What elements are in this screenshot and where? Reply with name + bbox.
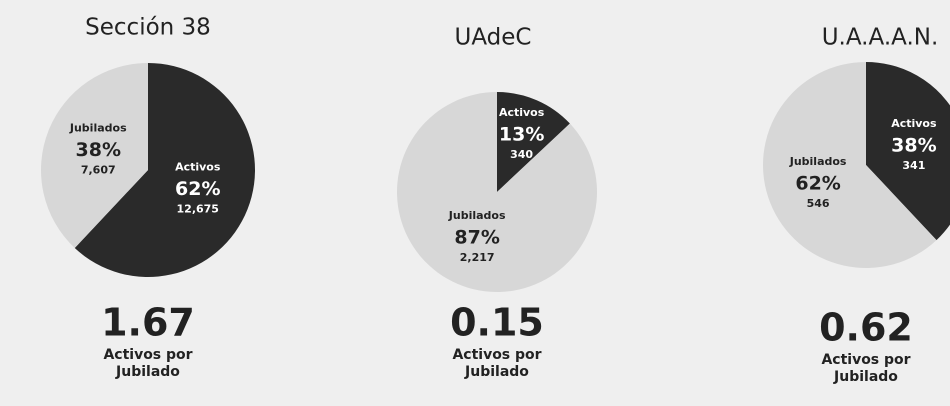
chart-title: Sección 38 bbox=[85, 15, 211, 41]
slice-percent: 38% bbox=[891, 135, 936, 157]
pie-slice bbox=[41, 63, 148, 248]
slice-percent: 62% bbox=[795, 172, 840, 194]
ratio-caption-text: Activos por Jubilado bbox=[103, 347, 193, 380]
chart-title: U.A.A.A.N. bbox=[822, 25, 939, 51]
slice-category: Activos bbox=[891, 117, 937, 130]
ratio-value: 0.15 bbox=[450, 301, 544, 345]
slice-count: 340 bbox=[510, 148, 533, 161]
slice-count: 341 bbox=[902, 159, 925, 172]
ratio-caption: Activos por Jubilado bbox=[806, 352, 926, 386]
slice-percent: 13% bbox=[499, 124, 544, 146]
pie-slice bbox=[74, 63, 256, 277]
slice-count: 12,675 bbox=[177, 203, 219, 216]
ratio-value: 0.62 bbox=[819, 306, 913, 350]
slice-count: 2,217 bbox=[460, 251, 495, 264]
slice-category: Activos bbox=[175, 161, 221, 174]
slice-category: Activos bbox=[499, 106, 545, 119]
pie-slice bbox=[497, 92, 570, 192]
ratio-caption-text: Activos por Jubilado bbox=[821, 352, 911, 385]
pie-slice bbox=[396, 91, 597, 293]
ratio-caption: Activos por Jubilado bbox=[437, 347, 557, 381]
slice-count: 546 bbox=[807, 197, 830, 210]
ratio-caption: Activos por Jubilado bbox=[88, 347, 208, 381]
slice-category: Jubilados bbox=[789, 155, 847, 168]
ratio-caption-text: Activos por Jubilado bbox=[452, 347, 542, 380]
pie-slice bbox=[866, 62, 950, 241]
slice-count: 7,607 bbox=[81, 163, 116, 176]
pie-slice bbox=[763, 62, 937, 269]
slice-percent: 62% bbox=[175, 178, 220, 200]
slice-category: Jubilados bbox=[448, 209, 506, 222]
slice-category: Jubilados bbox=[69, 121, 127, 134]
slice-percent: 38% bbox=[76, 139, 121, 161]
ratio-value: 1.67 bbox=[101, 301, 195, 345]
chart-title: UAdeC bbox=[455, 25, 532, 51]
slice-percent: 87% bbox=[454, 226, 499, 248]
